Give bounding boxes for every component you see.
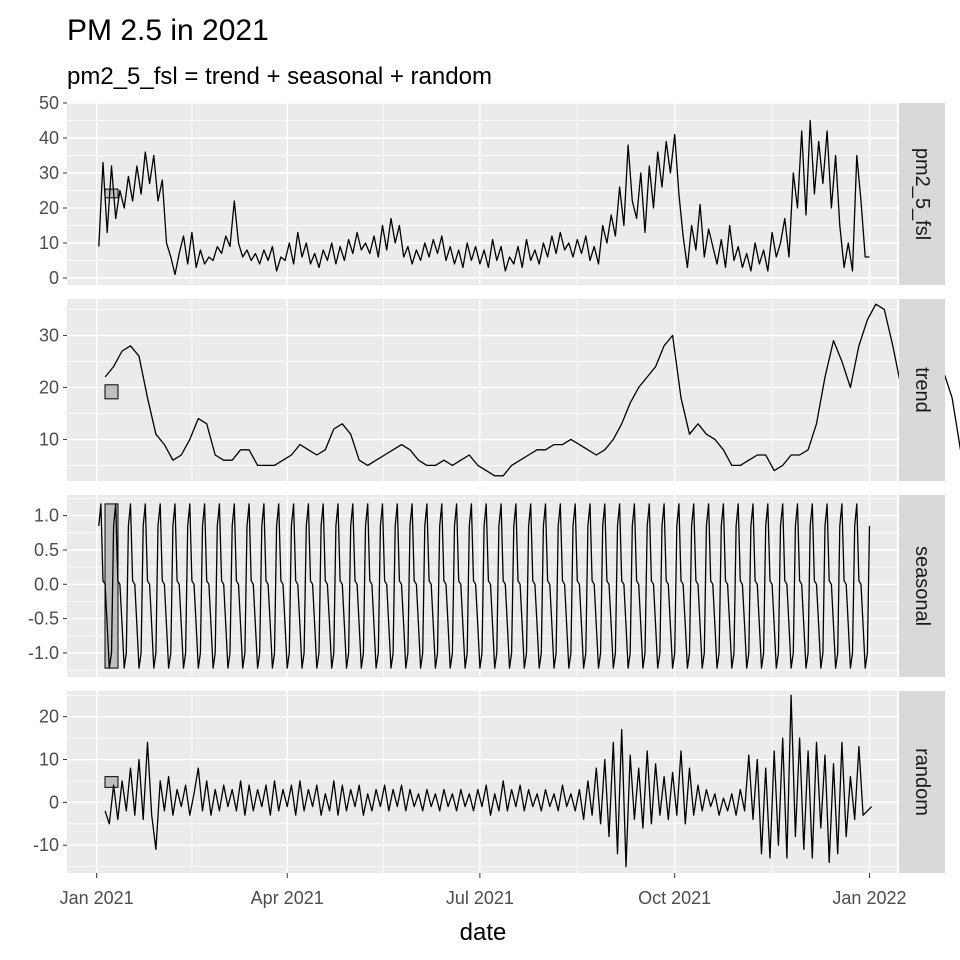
- y-tick-label: 20: [39, 198, 59, 218]
- panel-trend: 10 20 30 trend: [39, 299, 960, 481]
- y-tick-label: 0: [49, 268, 59, 288]
- x-axis-title: date: [460, 919, 507, 946]
- series-line-random: [104, 694, 873, 868]
- series-line-pm2_5_fsl: [98, 119, 870, 276]
- chart-title: PM 2.5 in 2021: [67, 14, 269, 47]
- strip-label: trend: [911, 367, 933, 413]
- y-tick-label: -1.0: [28, 643, 59, 663]
- y-tick-label: -0.5: [28, 609, 59, 629]
- y-tick-label: 20: [39, 377, 59, 397]
- strip-label: seasonal: [911, 546, 933, 626]
- y-tick-label: 10: [39, 429, 59, 449]
- series-line-trend: [104, 303, 960, 477]
- strip-label: random: [911, 748, 933, 816]
- y-tick-label: 0.0: [34, 574, 59, 594]
- y-tick-label: 30: [39, 163, 59, 183]
- strip-background: [899, 299, 945, 481]
- x-tick-label: Apr 2021: [251, 888, 324, 908]
- x-axis: Jan 2021 Apr 2021 Jul 2021 Oct 2021 Jan 2022: [60, 873, 907, 908]
- y-tick-label: 20: [39, 707, 59, 727]
- range-bar: [104, 384, 119, 400]
- y-tick-label: 0.5: [34, 540, 59, 560]
- strip-background: [899, 691, 945, 873]
- panel-seasonal: 1.0 0.5 0.0 -0.5 -1.0 seasonal: [28, 495, 945, 677]
- x-tick-label: Oct 2021: [638, 888, 711, 908]
- y-tick-label: 10: [39, 233, 59, 253]
- range-bar: [104, 188, 119, 199]
- y-tick-label: 30: [39, 325, 59, 345]
- panel-background: [67, 103, 897, 285]
- strip-background: [899, 103, 945, 285]
- facet-panels: 0 10 20 30 40 50 pm2_5_fsl 10 20 30 trend 1.0 0.5 0.0…: [28, 93, 960, 873]
- y-tick-label: 40: [39, 128, 59, 148]
- panel-pm2_5_fsl: 0 10 20 30 40 50 pm2_5_fsl: [39, 93, 945, 288]
- strip-background: [899, 495, 945, 677]
- range-bar: [104, 776, 119, 788]
- chart-subtitle: pm2_5_fsl = trend + seasonal + random: [67, 63, 492, 90]
- x-tick-label: Jan 2022: [832, 888, 906, 908]
- x-tick-label: Jan 2021: [60, 888, 134, 908]
- y-tick-label: -10: [33, 835, 59, 855]
- y-tick-label: 50: [39, 93, 59, 113]
- y-tick-label: 0: [49, 792, 59, 812]
- y-tick-label: 1.0: [34, 506, 59, 526]
- strip-label: pm2_5_fsl: [911, 148, 933, 240]
- series-line-seasonal: [98, 503, 871, 669]
- x-tick-label: Jul 2021: [446, 888, 514, 908]
- panel-background: [67, 299, 897, 481]
- panel-random: 20 10 0 -10 random: [33, 691, 945, 873]
- y-tick-label: 10: [39, 750, 59, 770]
